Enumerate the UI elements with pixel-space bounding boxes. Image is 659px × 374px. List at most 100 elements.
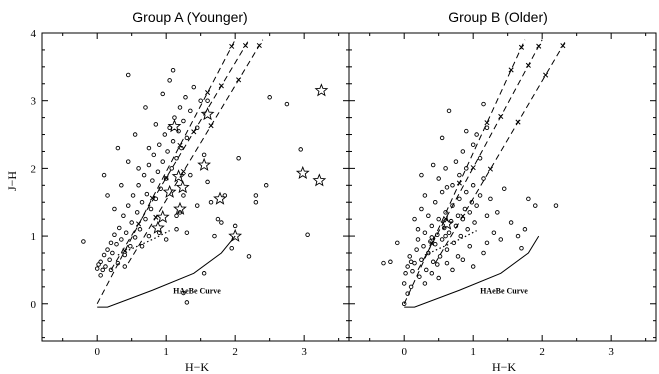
data-point <box>232 223 238 229</box>
data-point <box>526 196 531 202</box>
data-point <box>170 67 176 73</box>
data-point <box>134 210 140 215</box>
reddening-marker <box>208 123 214 129</box>
data-point <box>462 206 468 212</box>
data-point <box>464 128 469 134</box>
data-point <box>112 206 117 212</box>
data-point <box>429 271 435 276</box>
data-point <box>115 145 121 151</box>
data-point <box>408 259 414 265</box>
data-point <box>453 223 459 229</box>
data-point <box>191 84 197 90</box>
reddening-marker <box>508 67 514 73</box>
data-point <box>484 125 490 131</box>
data-point <box>181 290 186 296</box>
data-point <box>101 252 107 258</box>
data-point <box>158 186 163 191</box>
data-point <box>553 203 559 208</box>
data-point <box>426 250 431 256</box>
data-point <box>121 213 126 219</box>
data-point <box>474 132 479 137</box>
y-tick-label: 1 <box>31 231 37 243</box>
data-point <box>141 172 147 178</box>
data-point <box>125 159 131 164</box>
reddening-vector <box>434 39 567 264</box>
data-point <box>143 105 148 110</box>
data-point <box>146 233 152 239</box>
star-point <box>200 106 215 121</box>
reddening-marker <box>525 62 531 68</box>
panel-a-plot: 0 1 2 3 0 1 2 3 4 HAeBe Curve <box>31 28 350 358</box>
data-point <box>123 230 129 235</box>
data-point <box>388 259 393 265</box>
data-point <box>498 237 504 242</box>
data-point <box>443 166 448 171</box>
data-point <box>167 78 172 83</box>
star-point <box>213 191 227 205</box>
data-point <box>136 183 141 188</box>
data-point <box>181 193 186 198</box>
data-point <box>183 95 188 100</box>
data-point <box>105 193 110 198</box>
data-point <box>181 118 186 124</box>
data-point <box>455 254 461 259</box>
data-point <box>148 206 154 212</box>
data-point <box>519 246 524 251</box>
data-point <box>401 281 407 286</box>
data-point <box>469 199 475 205</box>
data-point <box>435 232 440 237</box>
data-point <box>481 176 486 181</box>
data-point <box>174 227 179 232</box>
data-point <box>130 193 136 198</box>
star-point <box>175 180 190 194</box>
data-point <box>219 220 224 225</box>
data-point <box>439 237 445 242</box>
data-point <box>484 240 490 246</box>
data-point <box>470 142 476 147</box>
reddening-marker <box>256 42 262 49</box>
reddening-marker <box>177 142 183 148</box>
data-point <box>477 193 483 198</box>
y-tick-label: 4 <box>31 28 37 40</box>
data-point <box>446 108 452 114</box>
data-point <box>450 183 455 188</box>
data-point <box>208 199 214 205</box>
data-point <box>263 183 269 188</box>
data-point <box>432 241 438 247</box>
data-point <box>284 101 290 107</box>
data-point <box>430 259 436 265</box>
data-point <box>429 235 435 240</box>
data-point <box>424 267 429 273</box>
reddening-marker <box>560 43 566 49</box>
data-point <box>444 260 450 266</box>
y-tick-label: 3 <box>31 96 37 108</box>
data-point <box>122 252 128 258</box>
reddening-vector <box>96 39 236 305</box>
data-point <box>115 260 121 266</box>
data-point <box>450 203 455 208</box>
reddening-marker <box>180 168 186 175</box>
data-point <box>426 213 431 219</box>
data-point <box>432 199 438 205</box>
star-point <box>228 228 243 242</box>
haebe-curve-label: HAeBe Curve <box>173 287 221 296</box>
data-point <box>436 176 441 181</box>
data-point <box>453 159 459 164</box>
data-point <box>419 206 424 212</box>
x-tick-label: 2 <box>539 346 545 358</box>
star-point <box>295 165 310 179</box>
panel-b-x-axis-label: H−K <box>492 360 516 374</box>
reddening-marker <box>487 166 493 172</box>
x-tick-label: 3 <box>301 346 307 358</box>
data-point <box>436 275 441 281</box>
data-point <box>105 247 110 252</box>
data-point <box>174 213 179 219</box>
data-point <box>146 145 152 151</box>
data-point <box>451 240 457 246</box>
panel-b-plot: 0 1 2 3 HAeBe Curve <box>348 32 657 358</box>
data-point <box>103 264 108 269</box>
data-point <box>143 216 148 222</box>
data-point <box>460 216 466 222</box>
data-point <box>117 225 122 231</box>
